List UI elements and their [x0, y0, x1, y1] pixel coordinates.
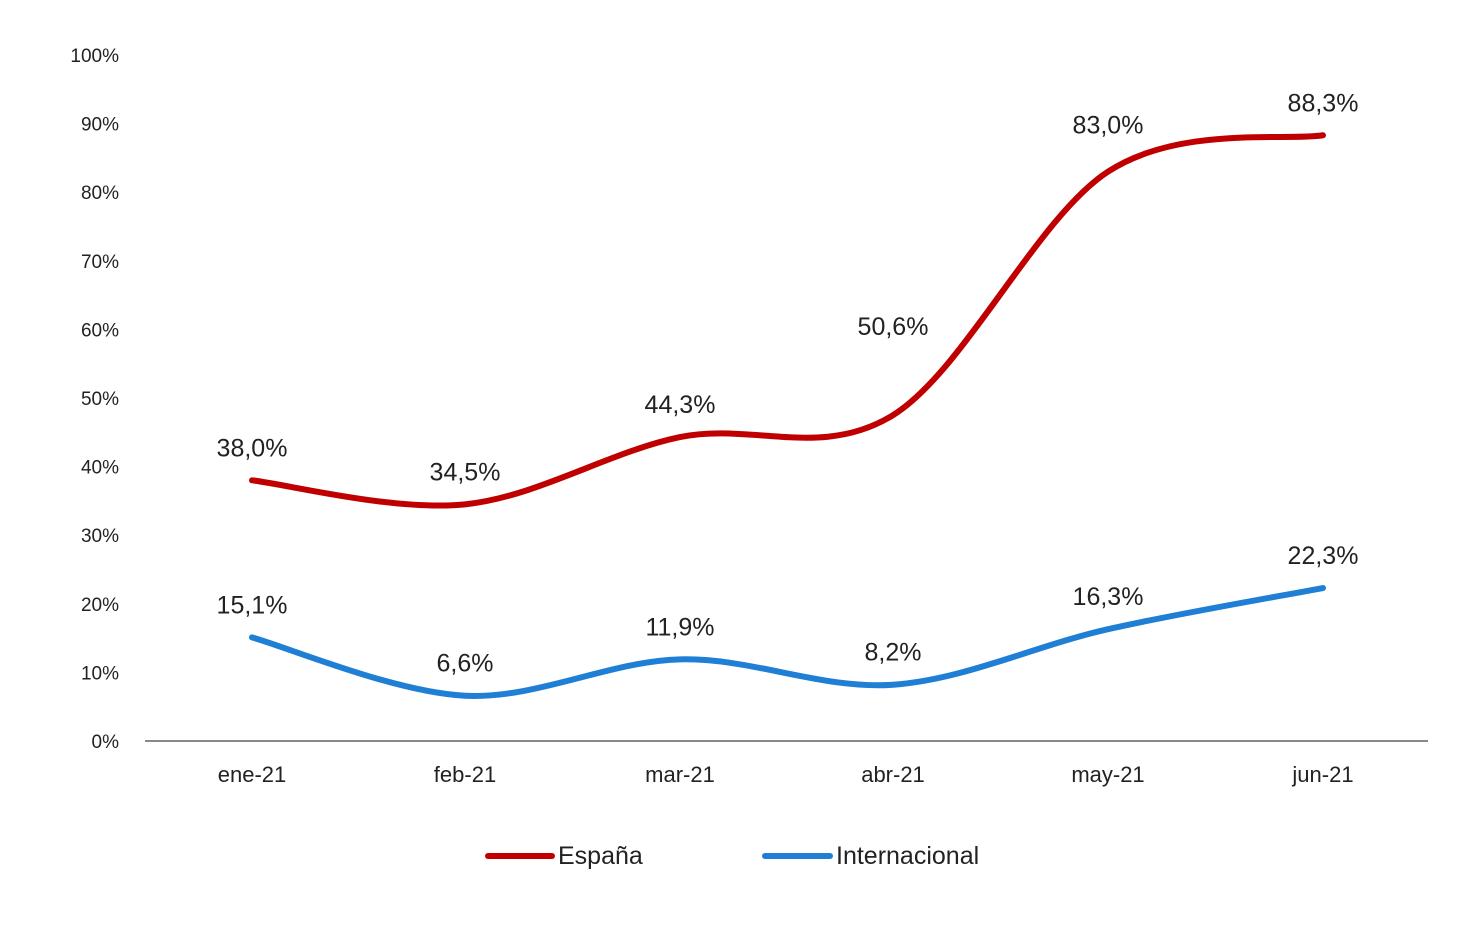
- y-tick-label: 60%: [81, 320, 119, 341]
- y-tick-label: 20%: [81, 595, 119, 616]
- series-line-espana: [249, 132, 1326, 509]
- data-label: 44,3%: [645, 391, 716, 419]
- data-label: 6,6%: [437, 650, 494, 678]
- data-label: 16,3%: [1073, 583, 1144, 611]
- series-line-internacional: [249, 585, 1326, 699]
- data-label: 38,0%: [217, 434, 288, 462]
- data-label: 50,6%: [858, 313, 929, 341]
- y-tick-label: 10%: [81, 663, 119, 684]
- legend-label: España: [558, 842, 643, 870]
- legend-label: Internacional: [836, 842, 979, 870]
- y-tick-label: 30%: [81, 526, 119, 547]
- data-label: 22,3%: [1288, 542, 1359, 570]
- data-labels: 38,0% 34,5% 44,3% 50,6% 83,0% 88,3% 15,1% 6,6% 1…: [217, 89, 1359, 677]
- y-tick-label: 40%: [81, 458, 119, 479]
- y-tick-label: 100%: [70, 46, 119, 67]
- data-label: 8,2%: [865, 639, 922, 667]
- y-tick-label: 70%: [81, 252, 119, 273]
- y-tick-label: 0%: [92, 732, 120, 753]
- x-tick-label: ene-21: [218, 762, 287, 787]
- y-tick-label: 90%: [81, 115, 119, 136]
- x-tick-label: mar-21: [645, 762, 715, 787]
- data-label: 34,5%: [430, 458, 501, 486]
- y-tick-label: 50%: [81, 389, 119, 410]
- x-tick-label: may-21: [1071, 762, 1144, 787]
- x-tick-label: feb-21: [434, 762, 496, 787]
- data-label: 15,1%: [217, 591, 288, 619]
- x-tick-label: jun-21: [1291, 762, 1353, 787]
- x-axis: ene-21 feb-21 mar-21 abr-21 may-21 jun-21: [145, 740, 1428, 787]
- legend-item-espana: España: [485, 842, 643, 870]
- data-label: 88,3%: [1288, 89, 1359, 117]
- legend-item-internacional: Internacional: [762, 842, 979, 870]
- y-tick-label: 80%: [81, 183, 119, 204]
- data-label: 83,0%: [1073, 112, 1144, 140]
- series-layer: [249, 132, 1326, 699]
- legend: España Internacional: [485, 842, 979, 870]
- data-label: 11,9%: [645, 613, 714, 641]
- x-tick-label: abr-21: [861, 762, 925, 787]
- y-axis: 0% 10% 20% 30% 40% 50% 60% 70% 80% 90% 100%: [70, 46, 119, 753]
